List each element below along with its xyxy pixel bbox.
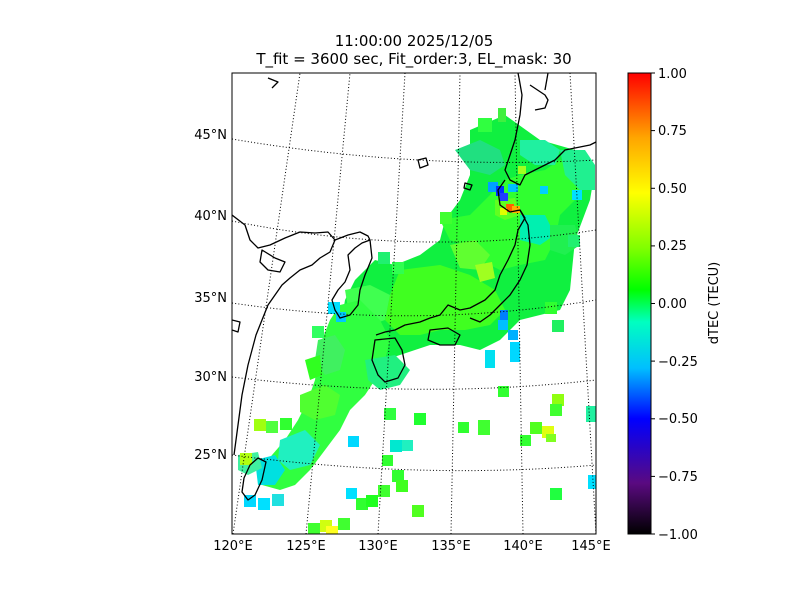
colorbar-label: dTEC (TECU) [707,262,722,345]
figure-title-time: 11:00:00 2025/12/05 [334,32,494,50]
map-frame [231,72,597,535]
lon-labels: 120°E 125°E 130°E 135°E 140°E 145°E [213,539,611,554]
colorbar-tick-0.75: 0.75 [658,124,687,139]
colorbar-tick-neg0.25: −0.25 [658,355,698,370]
lon-label-130e: 130°E [358,539,398,554]
lat-labels: 45°N 40°N 35°N 30°N 25°N [194,128,227,463]
colorbar-tick-1.00: 1.00 [658,67,687,82]
colorbar-tick-0.00: 0.00 [658,297,687,312]
coastlines [232,73,596,501]
lat-label-25n: 25°N [194,448,227,463]
lat-label-35n: 35°N [194,291,227,306]
graticule [232,73,596,534]
colorbar-tick-neg0.50: −0.50 [658,412,698,427]
lon-label-120e: 120°E [213,539,253,554]
map-panel [232,73,596,534]
colorbar-tick-0.25: 0.25 [658,239,687,254]
colorbar: 1.00 0.75 0.50 0.25 0.00 −0.25 −0.50 −0.… [627,67,722,543]
lon-label-125e: 125°E [286,539,326,554]
colorbar-tick-neg1.00: −1.00 [658,528,698,543]
lon-label-135e: 135°E [431,539,471,554]
lat-label-40n: 40°N [194,209,227,224]
dtec-cells [238,108,596,534]
colorbar-tick-neg0.75: −0.75 [658,470,698,485]
colorbar-gradient [627,72,652,535]
lon-label-140e: 140°E [503,539,543,554]
lat-label-45n: 45°N [194,128,227,143]
figure-title-params: T_fit = 3600 sec, Fit_order:3, EL_mask: … [256,50,572,68]
colorbar-tick-0.50: 0.50 [658,182,687,197]
lat-label-30n: 30°N [194,370,227,385]
lon-label-145e: 145°E [571,539,611,554]
